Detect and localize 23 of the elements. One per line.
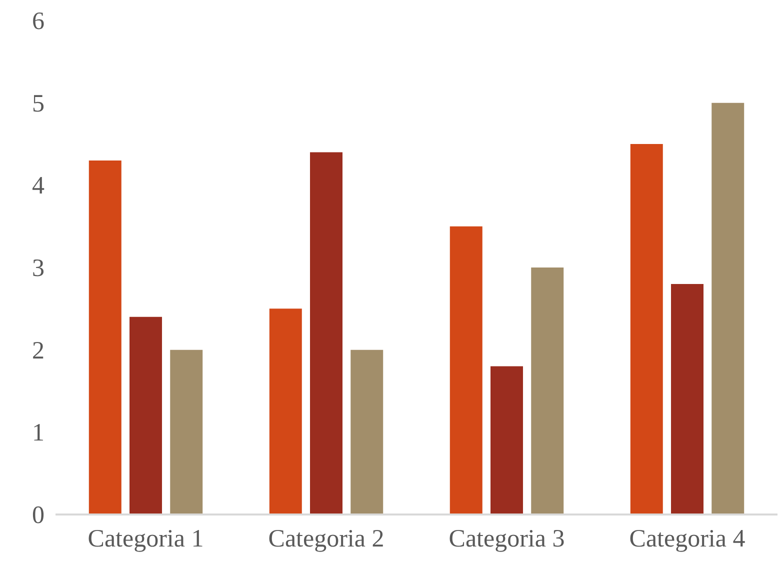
bar bbox=[269, 308, 302, 514]
bar bbox=[450, 226, 482, 514]
bar bbox=[310, 152, 342, 514]
y-tick-label: 6 bbox=[32, 8, 44, 35]
bar bbox=[531, 268, 564, 514]
bar bbox=[130, 316, 162, 514]
bar bbox=[630, 144, 663, 514]
y-tick-label: 5 bbox=[32, 90, 44, 118]
bar bbox=[490, 366, 523, 514]
y-tick-label: 2 bbox=[32, 337, 44, 364]
x-tick-label: Categoria 2 bbox=[268, 526, 384, 552]
bar bbox=[671, 284, 704, 514]
bar bbox=[88, 160, 122, 514]
y-tick-label: 3 bbox=[32, 255, 44, 282]
bar bbox=[170, 350, 203, 514]
y-tick-label: 1 bbox=[32, 420, 44, 447]
x-tick-label: Categoria 1 bbox=[88, 526, 204, 552]
x-tick-label: Categoria 4 bbox=[629, 526, 746, 552]
y-tick-label: 4 bbox=[32, 172, 45, 200]
y-tick-label: 0 bbox=[32, 502, 44, 529]
bar bbox=[350, 350, 384, 514]
x-tick-label: Categoria 3 bbox=[448, 526, 565, 552]
bar bbox=[712, 102, 744, 514]
